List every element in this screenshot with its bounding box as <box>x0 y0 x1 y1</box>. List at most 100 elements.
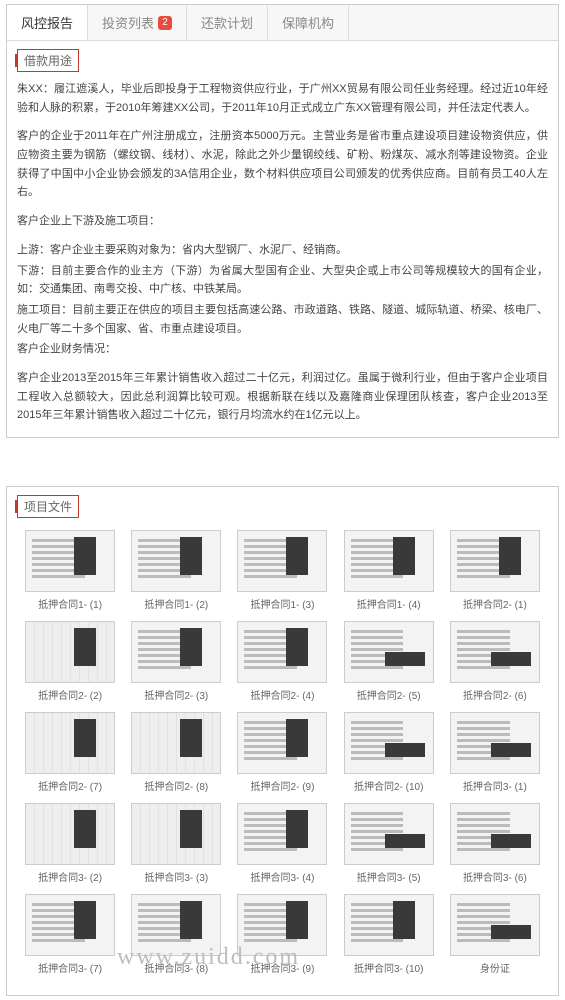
file-thumb-label: 抵押合同2- (8) <box>144 778 208 793</box>
file-thumb[interactable]: 抵押合同1- (1) <box>23 530 117 611</box>
file-thumb[interactable]: 抵押合同3- (5) <box>342 803 436 884</box>
redaction-block <box>491 925 531 939</box>
redaction-block <box>499 537 521 575</box>
redaction-block <box>180 901 202 939</box>
file-thumb-image <box>450 621 540 683</box>
file-thumb[interactable]: 抵押合同2- (10) <box>342 712 436 793</box>
file-thumb[interactable]: 抵押合同2- (1) <box>448 530 542 611</box>
file-thumb-image <box>131 894 221 956</box>
loan-purpose-section: 借款用途 朱XX：履江遮溪人，毕业后即投身于工程物资供应行业，于广州XX贸易有限… <box>7 41 558 437</box>
file-thumb[interactable]: 抵押合同1- (4) <box>342 530 436 611</box>
file-thumb-label: 抵押合同3- (6) <box>463 869 527 884</box>
loan-p8: 客户企业2013至2015年三年累计销售收入超过二十亿元，利润过亿。虽属于微利行… <box>17 369 548 425</box>
redaction-block <box>180 810 202 848</box>
file-thumb-image <box>344 530 434 592</box>
redaction-block <box>286 628 308 666</box>
file-thumb-image <box>237 621 327 683</box>
file-thumb[interactable]: 抵押合同2- (3) <box>129 621 223 702</box>
tab-risk-report[interactable]: 风控报告 <box>7 5 88 40</box>
file-thumb-image <box>344 621 434 683</box>
file-thumb-image <box>450 712 540 774</box>
file-thumb[interactable]: 抵押合同3- (7) <box>23 894 117 975</box>
file-thumb-label: 抵押合同3- (7) <box>38 960 102 975</box>
file-thumb-label: 身份证 <box>480 960 510 975</box>
redaction-block <box>74 628 96 666</box>
file-thumb-label: 抵押合同2- (5) <box>357 687 421 702</box>
file-thumb[interactable]: 抵押合同3- (4) <box>235 803 329 884</box>
file-thumb-image <box>25 894 115 956</box>
file-thumb-label: 抵押合同2- (3) <box>144 687 208 702</box>
file-thumb-label: 抵押合同3- (5) <box>357 869 421 884</box>
redaction-block <box>393 901 415 939</box>
file-thumb-label: 抵押合同1- (1) <box>38 596 102 611</box>
file-thumb-label: 抵押合同2- (7) <box>38 778 102 793</box>
loan-p3: 客户企业上下游及施工项目： <box>17 212 548 231</box>
file-thumb-image <box>131 530 221 592</box>
section-title-loan: 借款用途 <box>17 49 79 72</box>
file-thumb[interactable]: 抵押合同2- (4) <box>235 621 329 702</box>
file-thumb-image <box>25 530 115 592</box>
file-thumb-label: 抵押合同3- (2) <box>38 869 102 884</box>
file-thumb[interactable]: 抵押合同3- (2) <box>23 803 117 884</box>
tab-guarantee-org[interactable]: 保障机构 <box>268 5 349 40</box>
file-thumb[interactable]: 抵押合同2- (6) <box>448 621 542 702</box>
files-section: 项目文件 抵押合同1- (1)抵押合同1- (2)抵押合同1- (3)抵押合同1… <box>7 487 558 995</box>
file-thumb-image <box>450 894 540 956</box>
redaction-block <box>180 537 202 575</box>
file-thumb-label: 抵押合同3- (4) <box>251 869 315 884</box>
loan-p4: 上游：客户企业主要采购对象为：省内大型钢厂、水泥厂、经销商。 <box>17 241 548 260</box>
redaction-block <box>385 834 425 848</box>
file-thumb-image <box>237 894 327 956</box>
file-thumb[interactable]: 抵押合同3- (1) <box>448 712 542 793</box>
file-thumb-image <box>237 803 327 865</box>
file-thumb[interactable]: 抵押合同3- (10) <box>342 894 436 975</box>
file-thumb-image <box>131 803 221 865</box>
project-files-panel: 项目文件 抵押合同1- (1)抵押合同1- (2)抵押合同1- (3)抵押合同1… <box>6 486 559 996</box>
file-thumb[interactable]: 抵押合同2- (2) <box>23 621 117 702</box>
file-thumb[interactable]: 抵押合同3- (9) <box>235 894 329 975</box>
redaction-block <box>180 628 202 666</box>
file-thumb[interactable]: 抵押合同3- (6) <box>448 803 542 884</box>
redaction-block <box>491 743 531 757</box>
file-thumb-image <box>25 803 115 865</box>
file-thumb[interactable]: 身份证 <box>448 894 542 975</box>
loan-p5: 下游：目前主要合作的业主方（下游）为省属大型国有企业、大型央企或上市公司等规模较… <box>17 262 548 299</box>
file-thumb[interactable]: 抵押合同1- (3) <box>235 530 329 611</box>
file-thumb-label: 抵押合同2- (10) <box>354 778 423 793</box>
file-thumb[interactable]: 抵押合同2- (5) <box>342 621 436 702</box>
redaction-block <box>74 810 96 848</box>
redaction-block <box>385 652 425 666</box>
loan-p6: 施工项目：目前主要正在供应的项目主要包括高速公路、市政道路、铁路、隧道、城际轨道… <box>17 301 548 338</box>
file-thumb[interactable]: 抵押合同3- (3) <box>129 803 223 884</box>
file-thumb-image <box>25 621 115 683</box>
file-thumb-label: 抵押合同3- (8) <box>144 960 208 975</box>
file-thumb-label: 抵押合同3- (10) <box>354 960 423 975</box>
tab-label: 风控报告 <box>21 13 73 32</box>
tabs-bar: 风控报告 投资列表 2 还款计划 保障机构 <box>7 5 558 41</box>
redaction-block <box>286 810 308 848</box>
file-thumb-image <box>131 621 221 683</box>
loan-p7: 客户企业财务情况： <box>17 340 548 359</box>
file-thumb-label: 抵押合同3- (9) <box>251 960 315 975</box>
file-thumb-label: 抵押合同1- (2) <box>144 596 208 611</box>
redaction-block <box>286 901 308 939</box>
loan-p1: 朱XX：履江遮溪人，毕业后即投身于工程物资供应行业，于广州XX贸易有限公司任业务… <box>17 80 548 117</box>
file-thumb-image <box>237 712 327 774</box>
redaction-block <box>393 537 415 575</box>
file-thumb[interactable]: 抵押合同2- (8) <box>129 712 223 793</box>
risk-report-panel: 风控报告 投资列表 2 还款计划 保障机构 借款用途 朱XX：履江遮溪人，毕业后… <box>6 4 559 438</box>
tab-invest-list[interactable]: 投资列表 2 <box>88 5 187 40</box>
loan-body: 朱XX：履江遮溪人，毕业后即投身于工程物资供应行业，于广州XX贸易有限公司任业务… <box>17 80 548 425</box>
file-thumb-label: 抵押合同3- (1) <box>463 778 527 793</box>
file-thumb[interactable]: 抵押合同1- (2) <box>129 530 223 611</box>
loan-p2: 客户的企业于2011年在广州注册成立，注册资本5000万元。主营业务是省市重点建… <box>17 127 548 202</box>
file-thumb[interactable]: 抵押合同2- (9) <box>235 712 329 793</box>
file-thumb[interactable]: 抵押合同2- (7) <box>23 712 117 793</box>
file-thumb-label: 抵押合同1- (4) <box>357 596 421 611</box>
redaction-block <box>286 719 308 757</box>
redaction-block <box>74 719 96 757</box>
file-thumb-label: 抵押合同2- (2) <box>38 687 102 702</box>
tab-repay-plan[interactable]: 还款计划 <box>187 5 268 40</box>
file-thumb[interactable]: 抵押合同3- (8) <box>129 894 223 975</box>
tab-label: 投资列表 <box>102 13 154 32</box>
